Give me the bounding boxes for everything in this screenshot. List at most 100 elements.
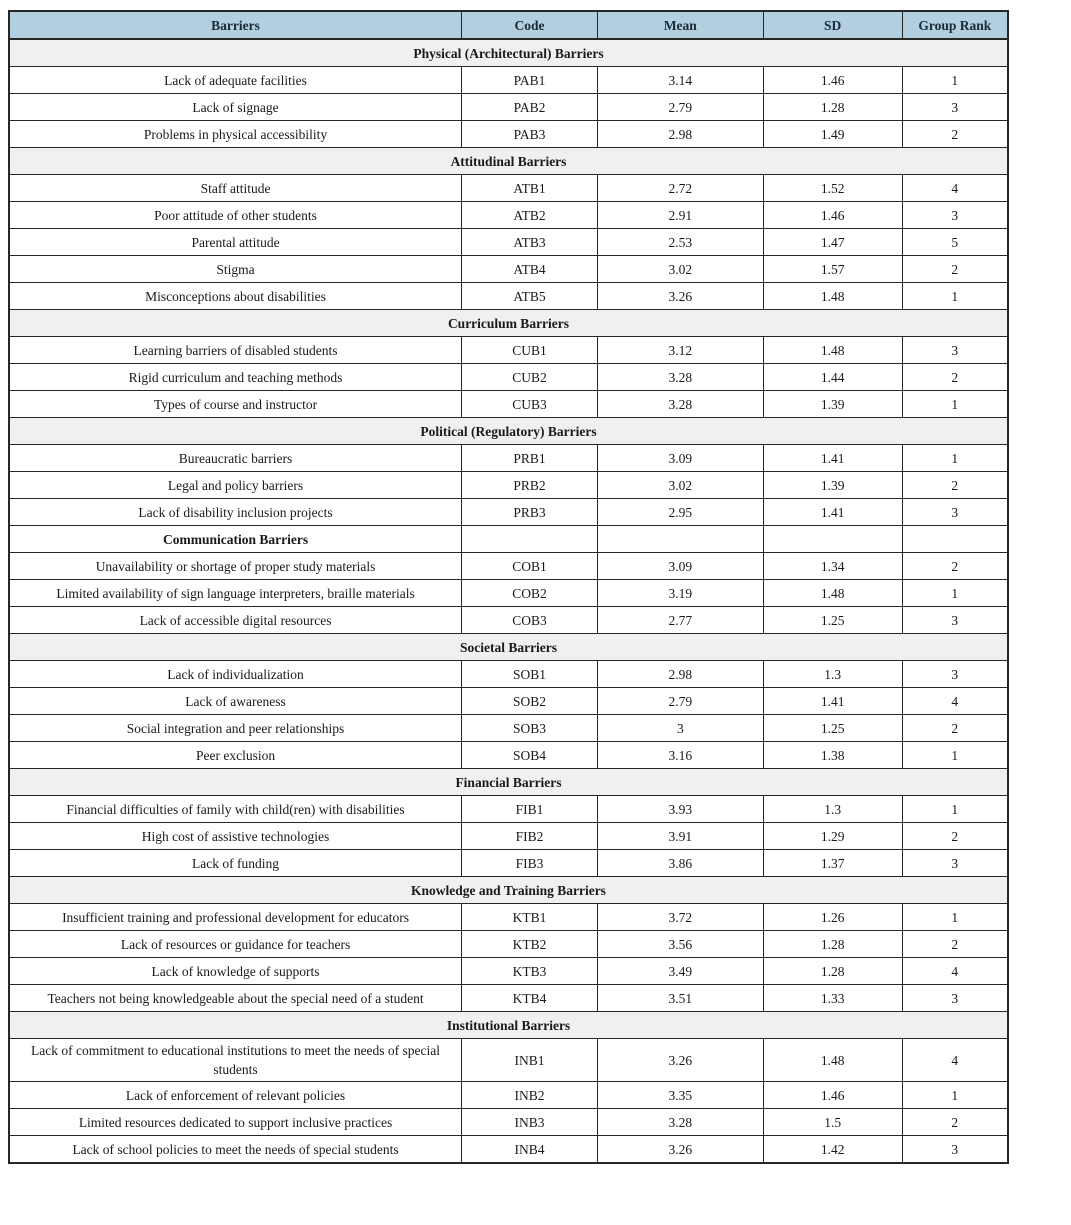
mean-cell: 2.95 <box>596 498 764 526</box>
table-row: Misconceptions about disabilities ATB5 3.2… <box>8 282 1009 310</box>
code-cell: SOB3 <box>461 714 598 742</box>
mean-cell: 3.91 <box>596 822 764 850</box>
empty-cell-code <box>461 525 598 553</box>
barrier-cell: Lack of knowledge of supports <box>8 957 463 985</box>
rank-cell: 1 <box>901 444 1009 472</box>
rank-cell: 2 <box>901 1108 1009 1136</box>
column-header-group-rank: Group Rank <box>901 10 1009 40</box>
code-cell: FIB1 <box>461 795 598 823</box>
rank-cell: 2 <box>901 552 1009 580</box>
mean-cell: 3.56 <box>596 930 764 958</box>
barrier-cell: Peer exclusion <box>8 741 463 769</box>
mean-cell: 3.02 <box>596 471 764 499</box>
rank-cell: 4 <box>901 687 1009 715</box>
rank-cell: 1 <box>901 903 1009 931</box>
sd-cell: 1.39 <box>762 390 903 418</box>
table-row: Lack of individualization SOB1 2.98 1.3 3 <box>8 660 1009 688</box>
barrier-cell: Lack of awareness <box>8 687 463 715</box>
table-row: Rigid curriculum and teaching methods CUB… <box>8 363 1009 391</box>
mean-cell: 2.91 <box>596 201 764 229</box>
rank-cell: 2 <box>901 930 1009 958</box>
table-row: Types of course and instructor CUB3 3.28 1.… <box>8 390 1009 418</box>
table-row: Poor attitude of other students ATB2 2.91 1… <box>8 201 1009 229</box>
rank-cell: 1 <box>901 1081 1009 1109</box>
sd-cell: 1.57 <box>762 255 903 283</box>
rank-cell: 1 <box>901 66 1009 94</box>
mean-cell: 3.28 <box>596 390 764 418</box>
sd-cell: 1.28 <box>762 930 903 958</box>
barrier-cell: High cost of assistive technologies <box>8 822 463 850</box>
sd-cell: 1.44 <box>762 363 903 391</box>
mean-cell: 3.12 <box>596 336 764 364</box>
barrier-cell: Lack of enforcement of relevant policies <box>8 1081 463 1109</box>
sd-cell: 1.48 <box>762 336 903 364</box>
rank-cell: 2 <box>901 714 1009 742</box>
sd-cell: 1.46 <box>762 201 903 229</box>
code-cell: INB2 <box>461 1081 598 1109</box>
code-cell: SOB4 <box>461 741 598 769</box>
barrier-cell: Lack of signage <box>8 93 463 121</box>
rank-cell: 1 <box>901 282 1009 310</box>
code-cell: COB3 <box>461 606 598 634</box>
mean-cell: 2.53 <box>596 228 764 256</box>
sd-cell: 1.46 <box>762 1081 903 1109</box>
sd-cell: 1.5 <box>762 1108 903 1136</box>
mean-cell: 3.72 <box>596 903 764 931</box>
mean-cell: 3.26 <box>596 282 764 310</box>
barrier-cell: Financial difficulties of family with ch… <box>8 795 463 823</box>
rank-cell: 2 <box>901 822 1009 850</box>
table-row: Lack of school policies to meet the need… <box>8 1135 1009 1164</box>
section-row: Societal Barriers <box>8 633 1009 661</box>
table-row: Lack of disability inclusion projects PRB… <box>8 498 1009 526</box>
sd-cell: 1.46 <box>762 66 903 94</box>
code-cell: INB1 <box>461 1038 598 1082</box>
sd-cell: 1.49 <box>762 120 903 148</box>
column-header-code: Code <box>461 10 598 40</box>
sd-cell: 1.3 <box>762 795 903 823</box>
rank-cell: 2 <box>901 120 1009 148</box>
sd-cell: 1.25 <box>762 606 903 634</box>
sd-cell: 1.48 <box>762 1038 903 1082</box>
section-row: Curriculum Barriers <box>8 309 1009 337</box>
rank-cell: 1 <box>901 741 1009 769</box>
mean-cell: 3.49 <box>596 957 764 985</box>
table-row: Limited availability of sign language in… <box>8 579 1009 607</box>
barrier-cell: Lack of accessible digital resources <box>8 606 463 634</box>
sd-cell: 1.41 <box>762 444 903 472</box>
code-cell: ATB3 <box>461 228 598 256</box>
rank-cell: 3 <box>901 1135 1009 1164</box>
section-title: Knowledge and Training Barriers <box>8 876 1009 904</box>
code-cell: PRB2 <box>461 471 598 499</box>
table-row: Parental attitude ATB3 2.53 1.47 5 <box>8 228 1009 256</box>
mean-cell: 2.79 <box>596 93 764 121</box>
table-row: Lack of adequate facilities PAB1 3.14 1.46 1 <box>8 66 1009 94</box>
code-cell: FIB3 <box>461 849 598 877</box>
mean-cell: 3.28 <box>596 1108 764 1136</box>
code-cell: PAB2 <box>461 93 598 121</box>
mean-cell: 3.19 <box>596 579 764 607</box>
table-header: Barriers Code Mean SD Group Rank <box>8 10 1009 40</box>
rank-cell: 3 <box>901 498 1009 526</box>
table-row: High cost of assistive technologies FIB2 3… <box>8 822 1009 850</box>
section-row: Communication Barriers <box>8 525 1009 553</box>
section-row: Political (Regulatory) Barriers <box>8 417 1009 445</box>
barrier-cell: Social integration and peer relationship… <box>8 714 463 742</box>
barrier-cell: Poor attitude of other students <box>8 201 463 229</box>
table-row: Lack of commitment to educational instit… <box>8 1038 1009 1082</box>
rank-cell: 5 <box>901 228 1009 256</box>
column-header-barriers: Barriers <box>8 10 463 40</box>
mean-cell: 3.09 <box>596 552 764 580</box>
section-title: Societal Barriers <box>8 633 1009 661</box>
mean-cell: 3.16 <box>596 741 764 769</box>
barrier-cell: Staff attitude <box>8 174 463 202</box>
code-cell: PAB1 <box>461 66 598 94</box>
code-cell: ATB1 <box>461 174 598 202</box>
empty-cell-rank <box>901 525 1009 553</box>
rank-cell: 4 <box>901 174 1009 202</box>
table-row: Staff attitude ATB1 2.72 1.52 4 <box>8 174 1009 202</box>
rank-cell: 1 <box>901 795 1009 823</box>
sd-cell: 1.48 <box>762 579 903 607</box>
table-row: Problems in physical accessibility PAB3 2.… <box>8 120 1009 148</box>
barrier-cell: Bureaucratic barriers <box>8 444 463 472</box>
